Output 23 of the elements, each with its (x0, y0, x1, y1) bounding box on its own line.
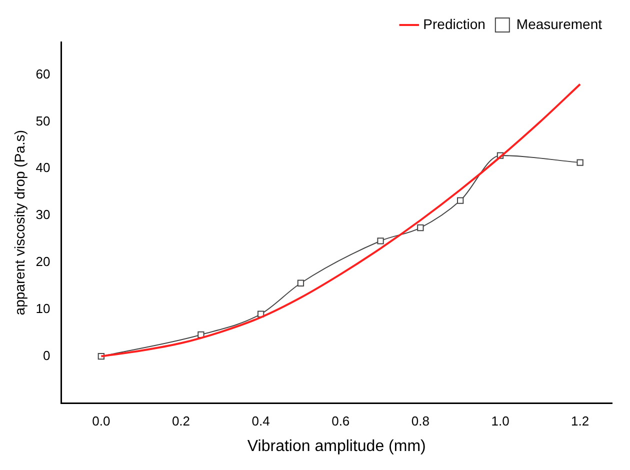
point (297, 280, 304, 286)
y-tick-label: 50 (36, 113, 50, 128)
legend-label: Prediction (423, 16, 486, 32)
x-tick-label: 0.8 (411, 414, 430, 429)
point (457, 197, 464, 204)
x-tick-label: 0.2 (172, 414, 190, 429)
legend-label: Measurement (516, 16, 602, 32)
y-tick-label: 10 (36, 300, 50, 316)
x-tick-label: 0.6 (332, 414, 350, 429)
y-tick-label: 60 (36, 66, 50, 82)
point (576, 159, 584, 166)
x-tick-label: 0.0 (92, 414, 110, 429)
y-tick-label: 0 (43, 348, 50, 363)
y-tick-label: 40 (36, 160, 50, 176)
x-tick-label: 0.4 (252, 414, 270, 429)
y-tick-label: 20 (36, 254, 50, 270)
x-tick-label: 1.2 (571, 414, 590, 429)
y-tick-label: 30 (36, 207, 50, 222)
y-axis-title: apparent viscosity drop (Pa.s) (11, 130, 28, 316)
point (417, 224, 424, 232)
x-tick-label: 1.0 (491, 414, 510, 429)
x-axis-title: Vibration amplitude (mm) (247, 438, 426, 455)
point (377, 238, 384, 244)
